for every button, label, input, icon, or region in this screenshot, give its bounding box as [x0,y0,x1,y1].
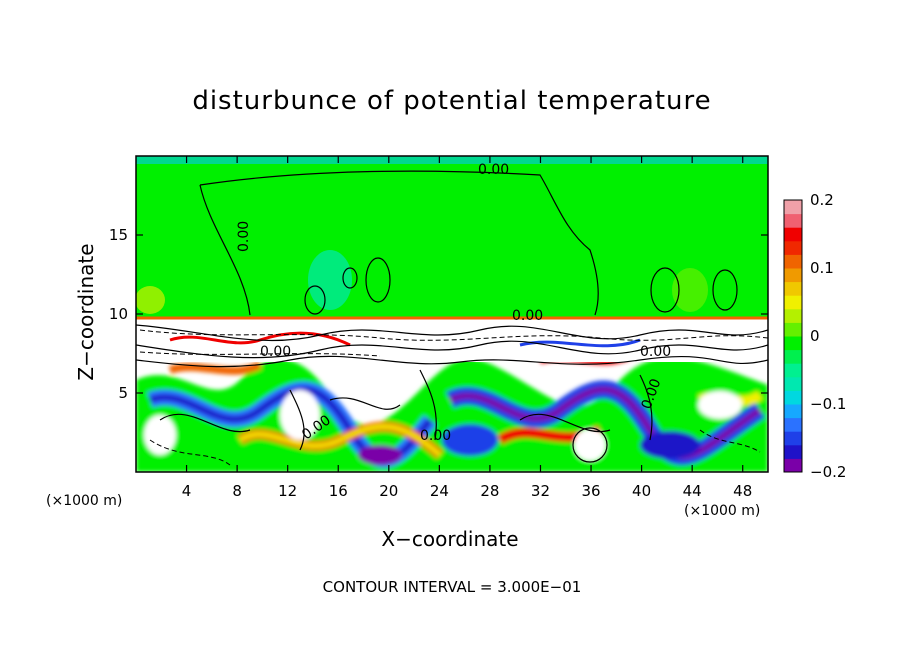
colorbar-swatch [784,363,802,378]
y-tick-label: 10 [109,305,128,323]
colorbar-swatch [784,213,802,228]
y-tick-label: 5 [118,384,128,402]
y-axis-label: Z−coordinate [74,243,98,381]
colorbar-swatch [784,444,802,459]
colorbar-swatch [784,336,802,351]
y-axis: 5 10 15 [109,226,768,402]
colorbar-swatch [784,268,802,283]
colorbar-swatch [784,227,802,242]
colorbar-frame [783,199,803,473]
contour-label: 0.00 [236,221,252,252]
x-tick-label: 24 [430,482,449,500]
contour-label: 0.00 [478,162,509,178]
x-tick-label: 48 [733,482,752,500]
x-axis: 4 8 12 16 20 24 28 32 36 40 44 48 [182,156,752,500]
contour-interval-note: CONTOUR INTERVAL = 3.000E−01 [322,578,582,596]
x-unit-label: (×1000 m) [684,503,761,519]
colorbar-swatch [784,240,802,255]
colorbar-swatch [784,322,802,337]
heatmap-field [136,156,768,472]
colorbar-swatch [784,390,802,405]
colorbar-tick-label: −0.1 [810,395,846,413]
colorbar-tick-label: 0.2 [810,191,834,209]
x-tick-label: 8 [232,482,242,500]
x-tick-label: 32 [531,482,550,500]
contour-label: 0.00 [640,344,671,360]
colorbar-tick-label: −0.2 [810,463,846,481]
x-tick-label: 40 [632,482,651,500]
colorbar-swatch [784,295,802,310]
colorbar-swatch [784,417,802,432]
x-tick-label: 16 [329,482,348,500]
colorbar-swatch [784,376,802,391]
colorbar-tick-label: 0.1 [810,259,834,277]
contour-label: 0.00 [260,344,291,360]
colorbar-swatch [784,431,802,446]
colorbar-swatch [784,281,802,296]
colorbar-swatch [784,349,802,364]
x-tick-label: 20 [379,482,398,500]
x-tick-label: 44 [683,482,702,500]
colorbar-swatch [784,458,802,473]
colorbar: 0.2 0.1 0 −0.1 −0.2 [783,191,846,481]
x-tick-label: 36 [581,482,600,500]
contour-label: 0.00 [420,428,451,444]
x-tick-label: 28 [480,482,499,500]
x-axis-label: X−coordinate [381,527,519,551]
chart-title: disturbunce of potential temperature [192,86,712,116]
colorbar-swatch [784,254,802,269]
x-tick-label: 4 [182,482,192,500]
colorbar-swatch [784,404,802,419]
colorbar-swatch [784,308,802,323]
y-unit-label: (×1000 m) [46,493,123,509]
contour-label: 0.00 [512,308,543,324]
colorbar-swatch [784,200,802,215]
colorbar-tick-label: 0 [810,327,820,345]
x-tick-label: 12 [278,482,297,500]
y-tick-label: 15 [109,226,128,244]
